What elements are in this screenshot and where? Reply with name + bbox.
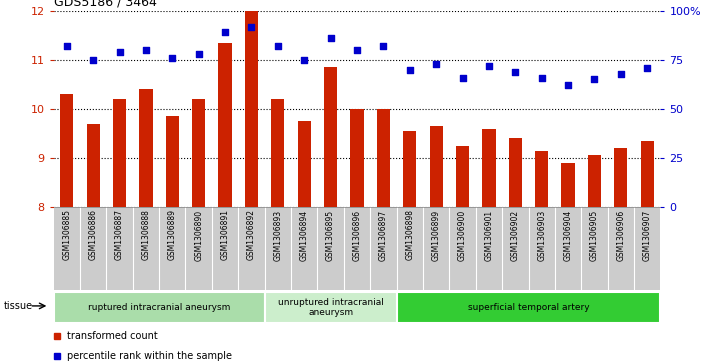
Bar (192, 99, 206, 363)
Text: GSM1306903: GSM1306903 (537, 209, 546, 261)
Text: GSM1306885: GSM1306885 (62, 209, 71, 260)
Bar (396, 292, 660, 323)
Text: GSM1306888: GSM1306888 (141, 209, 151, 260)
Text: GSM1306891: GSM1306891 (221, 209, 230, 260)
Bar (139, 89, 153, 363)
Bar (535, 151, 548, 363)
Point (87, 57, 99, 63)
Text: GSM1306907: GSM1306907 (643, 209, 652, 261)
Bar (271, 99, 284, 363)
Point (166, 55, 178, 61)
Text: GSM1306898: GSM1306898 (406, 209, 414, 260)
Text: GSM1306892: GSM1306892 (247, 209, 256, 260)
Bar (430, 126, 443, 363)
Bar (403, 131, 416, 363)
Bar (483, 129, 496, 363)
Point (642, 65, 653, 71)
Text: GSM1306896: GSM1306896 (353, 209, 361, 261)
Text: GSM1306906: GSM1306906 (616, 209, 625, 261)
Bar (113, 99, 126, 363)
Point (246, 24, 257, 29)
Point (114, 49, 125, 55)
Point (431, 61, 442, 67)
Bar (324, 67, 337, 363)
Bar (245, 11, 258, 363)
Point (272, 43, 283, 49)
Point (510, 69, 521, 74)
Bar (298, 121, 311, 363)
Point (193, 51, 204, 57)
Bar (60, 94, 74, 363)
Text: GSM1306895: GSM1306895 (326, 209, 335, 261)
Bar (166, 116, 179, 363)
Bar (561, 163, 575, 363)
Point (457, 75, 468, 81)
Text: GSM1306901: GSM1306901 (484, 209, 493, 261)
Point (483, 63, 495, 69)
Point (298, 57, 310, 63)
Text: GSM1306905: GSM1306905 (590, 209, 599, 261)
Bar (265, 292, 396, 323)
Point (536, 75, 548, 81)
Point (61, 43, 72, 49)
Point (219, 29, 231, 35)
Text: superficial temporal artery: superficial temporal artery (468, 303, 589, 312)
Text: GSM1306904: GSM1306904 (563, 209, 573, 261)
Bar (54, 292, 265, 323)
Bar (456, 146, 469, 363)
Text: GSM1306899: GSM1306899 (432, 209, 441, 261)
Point (589, 77, 600, 82)
Bar (218, 43, 231, 363)
Point (325, 36, 336, 41)
Text: tissue: tissue (4, 301, 33, 311)
Text: GSM1306889: GSM1306889 (168, 209, 177, 260)
Text: GSM1306894: GSM1306894 (300, 209, 308, 261)
Text: GSM1306886: GSM1306886 (89, 209, 98, 260)
Bar (508, 138, 522, 363)
Text: GSM1306890: GSM1306890 (194, 209, 203, 261)
Point (404, 67, 416, 73)
Text: ruptured intracranial aneurysm: ruptured intracranial aneurysm (88, 303, 231, 312)
Point (615, 71, 627, 77)
Bar (377, 109, 390, 363)
Bar (614, 148, 628, 363)
Point (378, 43, 389, 49)
Text: percentile rank within the sample: percentile rank within the sample (67, 351, 232, 361)
Bar (86, 123, 100, 363)
Text: GDS5186 / 3464: GDS5186 / 3464 (54, 0, 156, 8)
Point (140, 47, 151, 53)
Text: GSM1306897: GSM1306897 (379, 209, 388, 261)
Point (563, 82, 574, 88)
Text: GSM1306887: GSM1306887 (115, 209, 124, 260)
Bar (640, 141, 654, 363)
Text: GSM1306900: GSM1306900 (458, 209, 467, 261)
Text: transformed count: transformed count (67, 331, 158, 341)
Text: GSM1306893: GSM1306893 (273, 209, 282, 261)
Text: GSM1306902: GSM1306902 (511, 209, 520, 261)
Text: unruptured intracranial
aneurysm: unruptured intracranial aneurysm (278, 298, 383, 317)
Bar (351, 109, 363, 363)
Point (351, 47, 363, 53)
Bar (588, 155, 601, 363)
